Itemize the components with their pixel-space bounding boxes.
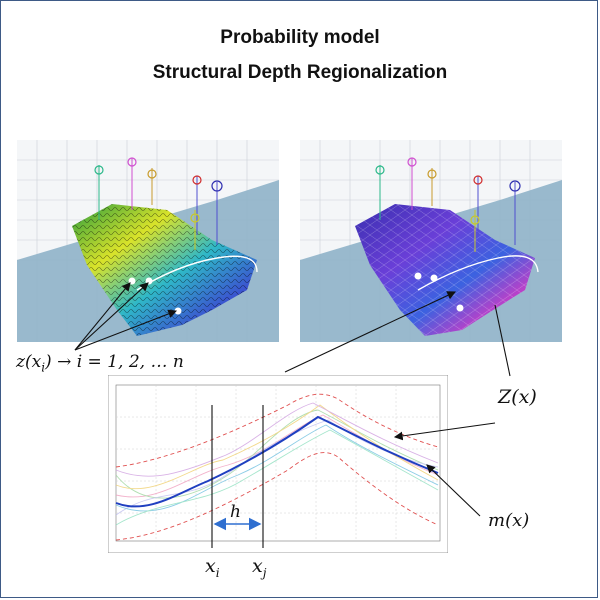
lag-distance-label: h bbox=[230, 502, 241, 522]
location-xi-label: xi bbox=[205, 555, 220, 580]
structural-depth-3d-render-contours bbox=[17, 140, 279, 342]
random-function-label: Z(x) bbox=[498, 386, 537, 408]
location-xj-label: xj bbox=[252, 555, 267, 580]
slide-subtitle: Structural Depth Regionalization bbox=[152, 62, 448, 83]
structural-depth-3d-render-simulation bbox=[300, 140, 562, 342]
depth-profile-plot bbox=[108, 375, 448, 553]
sample-values-label: z(xi) → i = 1, 2, … n bbox=[16, 352, 184, 375]
mean-function-label: m(x) bbox=[488, 510, 530, 531]
slide-title: Probability model bbox=[220, 27, 380, 48]
